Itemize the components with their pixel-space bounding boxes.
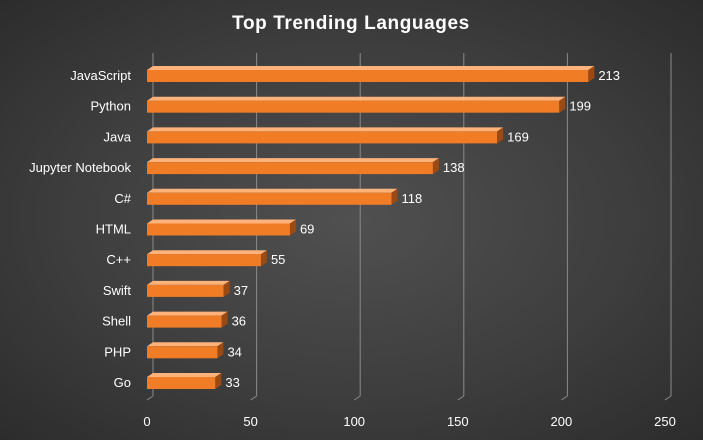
bar-front-face — [147, 315, 222, 328]
bar-front-face — [147, 254, 261, 267]
bar-c- — [147, 188, 398, 205]
bar-end-face — [217, 342, 224, 359]
chart-title: Top Trending Languages — [232, 13, 470, 34]
gridline-floor-1 — [250, 395, 257, 401]
gridline-floor-2 — [353, 395, 361, 401]
value-label: 33 — [225, 375, 239, 390]
bar-top-face — [147, 219, 296, 224]
bar-front-face — [147, 346, 218, 359]
bar-end-face — [497, 127, 504, 144]
bar-top-face — [147, 158, 439, 163]
category-label: Python — [91, 99, 131, 114]
value-label: 34 — [227, 344, 241, 359]
category-label: PHP — [104, 344, 131, 359]
bar-end-face — [215, 373, 222, 389]
gridline-floor-0 — [146, 395, 154, 401]
bar-html — [147, 219, 296, 236]
category-label: HTML — [96, 222, 131, 237]
bar-jupyter-notebook — [147, 158, 439, 175]
category-label: JavaScript — [70, 68, 131, 83]
category-label: Java — [104, 129, 132, 144]
x-tick-label: 50 — [243, 414, 257, 429]
category-label: Shell — [102, 314, 131, 329]
bars — [147, 66, 595, 389]
bar-top-face — [147, 373, 222, 377]
bar-front-face — [147, 162, 433, 175]
bar-top-face — [147, 127, 504, 132]
gridline-floor-4 — [561, 395, 568, 401]
bar-top-face — [147, 188, 398, 193]
x-tick-label: 250 — [654, 414, 676, 429]
category-label: Go — [114, 375, 131, 390]
bar-end-face — [289, 219, 296, 236]
bar-front-face — [147, 377, 216, 389]
x-tick-label: 0 — [143, 414, 150, 429]
bar-top-face — [147, 280, 230, 285]
value-label: 37 — [234, 283, 248, 298]
bar-end-face — [559, 96, 566, 113]
bar-front-face — [147, 100, 560, 113]
value-label: 199 — [569, 99, 591, 114]
value-labels: 213 199 169 138 118 69 55 37 36 34 33 — [225, 68, 620, 390]
bar-javascript — [147, 66, 595, 82]
bar-swift — [147, 280, 230, 297]
bar-go — [147, 373, 222, 389]
bar-end-face — [221, 311, 228, 328]
bar-front-face — [147, 223, 290, 236]
bar-c- — [147, 250, 267, 267]
gridline-floor-5 — [664, 395, 672, 401]
bar-shell — [147, 311, 228, 328]
value-label: 138 — [443, 160, 465, 175]
bar-java — [147, 127, 504, 144]
bar-front-face — [147, 192, 392, 205]
value-label: 36 — [232, 314, 246, 329]
category-label: C# — [114, 191, 131, 206]
category-labels: JavaScript Python Java Jupyter Notebook C# HT… — [29, 68, 132, 390]
bar-top-face — [147, 250, 267, 255]
x-axis-ticks: 0 50 100 150 200 250 — [143, 414, 675, 429]
value-label: 118 — [401, 191, 422, 206]
bar-end-face — [588, 66, 595, 82]
bar-end-face — [432, 158, 439, 175]
x-tick-label: 100 — [343, 414, 365, 429]
bar-top-face — [147, 96, 566, 101]
x-tick-label: 150 — [447, 414, 469, 429]
bar-top-face — [147, 311, 228, 316]
value-label: 213 — [598, 68, 620, 83]
bar-end-face — [391, 188, 398, 205]
bar-front-face — [147, 131, 498, 144]
value-label: 69 — [300, 222, 314, 237]
category-label: Jupyter Notebook — [29, 160, 131, 175]
bar-python — [147, 96, 566, 113]
x-tick-label: 200 — [551, 414, 573, 429]
bar-front-face — [147, 70, 589, 82]
bar-top-face — [147, 342, 224, 347]
bar-front-face — [147, 284, 224, 297]
bar-top-face — [147, 66, 595, 70]
value-label: 55 — [271, 252, 285, 267]
value-label: 169 — [507, 129, 529, 144]
bar-end-face — [223, 280, 230, 297]
bar-php — [147, 342, 224, 359]
bar-end-face — [260, 250, 267, 267]
category-label: C++ — [106, 252, 131, 267]
category-label: Swift — [103, 283, 132, 298]
gridline-floor-3 — [457, 395, 465, 401]
